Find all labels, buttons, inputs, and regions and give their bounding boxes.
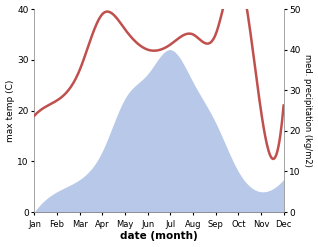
Y-axis label: max temp (C): max temp (C) [5,79,15,142]
Y-axis label: med. precipitation (kg/m2): med. precipitation (kg/m2) [303,54,313,167]
X-axis label: date (month): date (month) [120,231,198,242]
